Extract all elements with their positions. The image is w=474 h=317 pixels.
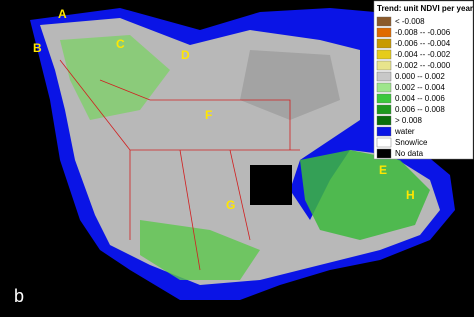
site-label: E xyxy=(379,163,387,177)
legend-label: No data xyxy=(395,149,424,158)
legend-label: -0.002 -- -0.000 xyxy=(395,61,451,70)
legend-swatch xyxy=(376,115,392,126)
site-label: G xyxy=(226,198,235,212)
panel-label: b xyxy=(14,286,24,306)
hudson-bay xyxy=(250,165,292,205)
legend: Trend: unit NDVI per year < -0.008 -0.008… xyxy=(373,0,474,160)
site-label: D xyxy=(181,48,190,62)
site-label: F xyxy=(205,108,212,122)
legend-swatch xyxy=(376,38,392,49)
legend-swatch xyxy=(376,82,392,93)
legend-label: -0.006 -- -0.004 xyxy=(395,39,451,48)
legend-swatch xyxy=(376,104,392,115)
site-label: C xyxy=(116,37,125,51)
legend-title: Trend: unit NDVI per year xyxy=(377,4,473,13)
legend-label: 0.004 -- 0.006 xyxy=(395,94,445,103)
legend-swatch xyxy=(376,148,392,159)
site-label: B xyxy=(33,41,42,55)
land-gray xyxy=(240,50,340,120)
legend-label: > 0.008 xyxy=(395,116,422,125)
legend-label: Snow/ice xyxy=(395,138,428,147)
legend-swatch xyxy=(376,126,392,137)
boundaries xyxy=(59,59,300,271)
legend-label: < -0.008 xyxy=(395,17,425,26)
legend-swatch xyxy=(376,93,392,104)
legend-swatch xyxy=(376,137,392,148)
legend-swatch xyxy=(376,71,392,82)
legend-label: water xyxy=(394,127,415,136)
legend-swatch xyxy=(376,49,392,60)
legend-label: -0.008 -- -0.006 xyxy=(395,28,451,37)
legend-label: -0.004 -- -0.002 xyxy=(395,50,451,59)
land-green xyxy=(300,150,430,240)
land-green xyxy=(60,35,170,120)
site-label: H xyxy=(406,188,415,202)
land-green xyxy=(140,220,260,280)
site-label: A xyxy=(58,7,67,21)
legend-label: 0.006 -- 0.008 xyxy=(395,105,445,114)
legend-swatch xyxy=(376,27,392,38)
legend-swatch xyxy=(376,60,392,71)
legend-label: 0.002 -- 0.004 xyxy=(395,83,445,92)
legend-swatch xyxy=(376,16,392,27)
legend-label: 0.000 -- 0.002 xyxy=(395,72,445,81)
map xyxy=(30,8,455,300)
